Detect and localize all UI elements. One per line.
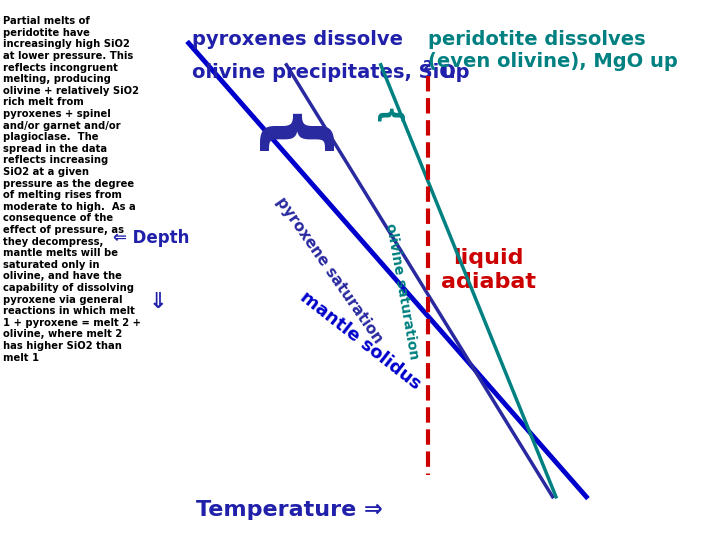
Text: mantle solidus: mantle solidus	[297, 287, 424, 393]
Text: ⇐ Depth: ⇐ Depth	[114, 228, 190, 247]
Text: peridotite dissolves
(even olivine), MgO up: peridotite dissolves (even olivine), MgO…	[428, 30, 678, 71]
Text: Partial melts of
peridotite have
increasingly high SiO2
at lower pressure. This
: Partial melts of peridotite have increas…	[4, 16, 141, 362]
Text: 2: 2	[423, 59, 432, 73]
Text: liquid
adiabat: liquid adiabat	[441, 248, 536, 292]
Text: ⇓: ⇓	[149, 292, 168, 313]
Text: olivine saturation: olivine saturation	[384, 222, 421, 361]
Text: pyroxenes dissolve: pyroxenes dissolve	[192, 30, 403, 49]
Text: }: }	[251, 93, 329, 150]
Text: up: up	[435, 63, 469, 82]
Text: Temperature ⇒: Temperature ⇒	[197, 500, 383, 521]
Text: olivine precipitates, SiO: olivine precipitates, SiO	[192, 63, 456, 82]
Text: pyroxene saturation: pyroxene saturation	[273, 194, 385, 346]
Text: }: }	[376, 101, 403, 120]
